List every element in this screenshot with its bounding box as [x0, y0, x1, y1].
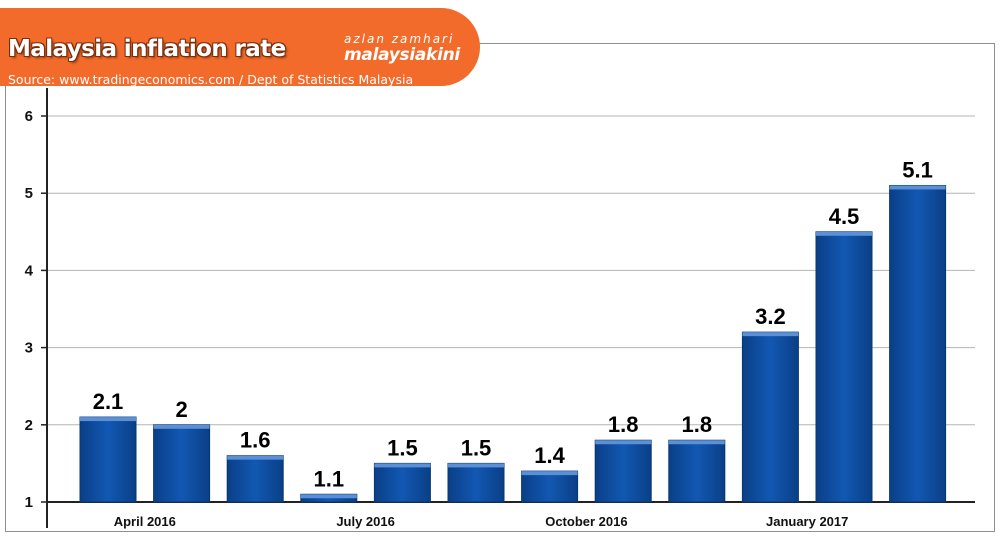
value-label-10: 4.5 — [829, 204, 860, 229]
bar-cap-2 — [227, 455, 284, 460]
bar-cap-9 — [742, 332, 799, 337]
value-label-3: 1.1 — [314, 466, 345, 491]
bar-cap-1 — [153, 424, 210, 429]
brand-logo: malaysiakini — [344, 45, 460, 65]
bar-11 — [889, 184, 947, 503]
bar-1 — [153, 424, 211, 503]
value-label-7: 1.8 — [608, 412, 639, 437]
chart-title: Malaysia inflation rate — [8, 36, 286, 62]
y-tick-label-2: 2 — [25, 417, 33, 434]
value-label-6: 1.4 — [534, 443, 565, 468]
value-label-0: 2.1 — [93, 389, 124, 414]
source-note: Source: www.tradingeconomics.com / Dept … — [8, 72, 414, 87]
bar-7 — [594, 439, 652, 503]
bar-cap-3 — [300, 494, 357, 499]
tick-labels: 1 2 3 4 5 6 April 2016 July 2016 October 2016 Jan… — [25, 108, 849, 529]
x-tick-label-2: October 2016 — [545, 514, 627, 529]
bar-0 — [79, 416, 137, 503]
value-label-2: 1.6 — [240, 428, 271, 453]
bar-cap-7 — [595, 440, 652, 445]
value-label-1: 2 — [175, 397, 187, 422]
bar-2 — [226, 455, 284, 503]
y-tick-label-1: 1 — [25, 494, 33, 511]
value-label-8: 1.8 — [682, 412, 713, 437]
bar-6 — [521, 470, 579, 503]
bar-cap-11 — [889, 185, 946, 190]
bar-cap-4 — [374, 463, 431, 468]
x-tick-label-0: April 2016 — [114, 514, 176, 529]
y-tick-label-3: 3 — [25, 340, 33, 357]
bar-cap-8 — [668, 440, 725, 445]
bar-4 — [373, 462, 431, 503]
value-label-11: 5.1 — [902, 157, 933, 182]
value-label-9: 3.2 — [755, 304, 786, 329]
x-tick-label-1: July 2016 — [336, 514, 395, 529]
x-tick-label-3: January 2017 — [766, 514, 848, 529]
value-labels: 2.1 2 1.6 1.1 1.5 1.5 1.4 1.8 1.8 3.2 4.5 5.1 — [93, 157, 933, 491]
bar-cap-5 — [448, 463, 504, 468]
author-credit: azlan zamhari — [344, 32, 455, 46]
bar-10 — [815, 231, 873, 503]
bar-cap-6 — [521, 471, 578, 476]
y-tick-label-6: 6 — [25, 108, 33, 125]
value-label-4: 1.5 — [387, 435, 418, 460]
y-tick-label-4: 4 — [25, 262, 34, 279]
bar-5 — [447, 462, 505, 503]
bars — [79, 184, 947, 503]
bar-cap-0 — [80, 417, 136, 422]
value-label-5: 1.5 — [461, 435, 492, 460]
bar-8 — [668, 439, 726, 503]
bar-9 — [741, 331, 799, 503]
bar-cap-10 — [816, 231, 872, 236]
title-banner: Malaysia inflation rate Source: www.trad… — [0, 8, 480, 87]
y-tick-label-5: 5 — [25, 185, 33, 202]
